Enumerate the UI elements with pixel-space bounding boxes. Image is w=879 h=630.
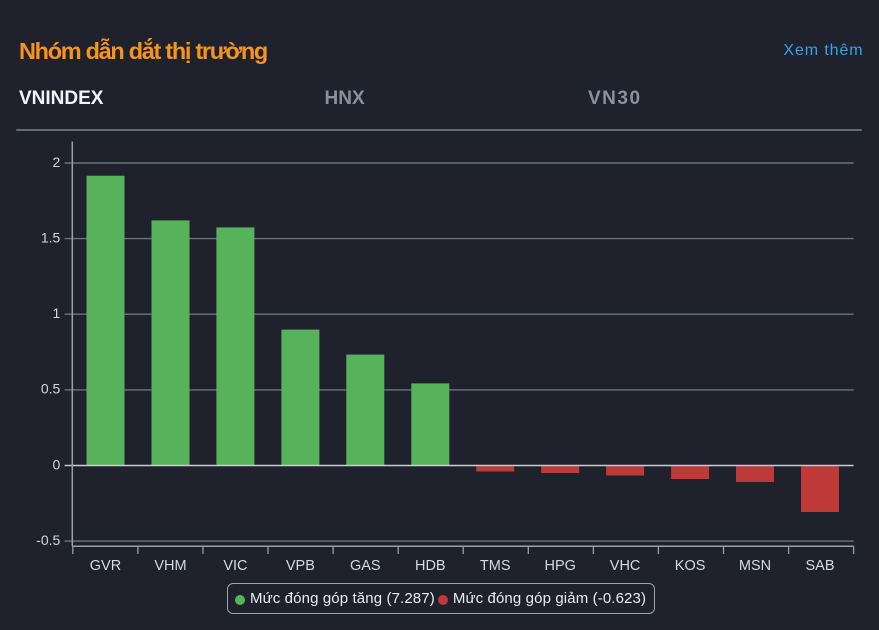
svg-text:0.5: 0.5 [41,381,61,397]
svg-text:0: 0 [53,456,61,472]
svg-text:TMS: TMS [480,558,511,574]
svg-text:VPB: VPB [286,558,315,574]
svg-text:2: 2 [53,154,61,170]
svg-text:HDB: HDB [415,558,446,574]
svg-text:1: 1 [53,305,61,321]
svg-text:VIC: VIC [223,558,247,574]
svg-text:MSN: MSN [739,558,771,574]
svg-text:VHM: VHM [154,558,186,574]
svg-text:SAB: SAB [805,558,834,574]
svg-text:HPG: HPG [544,558,575,574]
svg-text:KOS: KOS [675,558,706,574]
svg-text:GVR: GVR [90,558,121,574]
svg-text:-0.5: -0.5 [36,532,60,548]
svg-text:GAS: GAS [350,558,381,574]
svg-text:VHC: VHC [610,558,641,574]
svg-text:1.5: 1.5 [41,229,61,245]
